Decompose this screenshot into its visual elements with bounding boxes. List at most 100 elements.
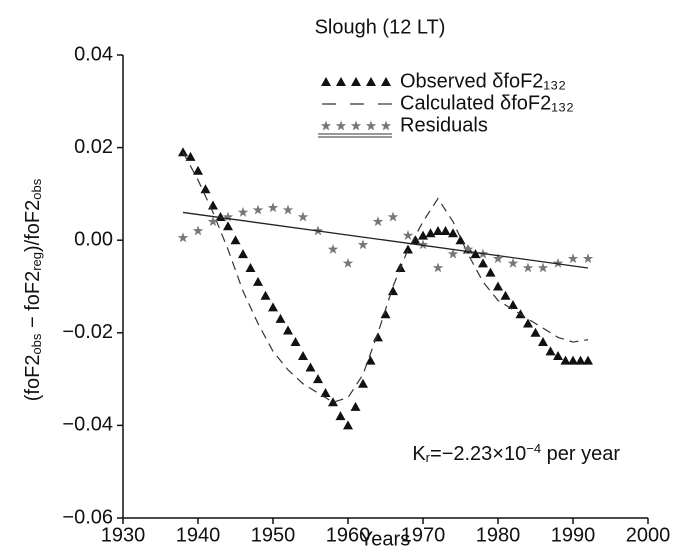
y-tick-label: 0.02: [74, 136, 113, 158]
x-tick-label: 1960: [326, 524, 371, 546]
data-point: [508, 300, 518, 310]
data-point: [343, 420, 353, 430]
data-point: [178, 147, 188, 157]
data-point: [253, 276, 263, 286]
legend-label: Calculated δfoF2₁₃₂: [400, 92, 574, 114]
data-point: [373, 332, 383, 342]
x-tick-label: 1990: [551, 524, 596, 546]
data-point: [448, 228, 458, 238]
data-point: [305, 362, 316, 372]
data-point: [252, 204, 264, 215]
data-point: [208, 200, 218, 210]
data-point: [538, 337, 548, 347]
data-point: [568, 355, 578, 365]
data-point: [358, 378, 368, 388]
y-tick-label: −0.02: [62, 321, 113, 343]
data-point: [282, 204, 294, 215]
data-point: [290, 337, 301, 347]
y-axis-label: (foF2obs − foF2reg)/foF2obs: [22, 178, 44, 401]
data-point: [492, 253, 504, 264]
data-point: [335, 411, 346, 421]
legend-swatch: [321, 77, 331, 86]
legend-swatch: [381, 77, 391, 86]
data-point: [327, 243, 339, 254]
text-part: )/foF2: [22, 200, 44, 252]
text-part: reg: [29, 252, 44, 271]
data-point: [260, 290, 271, 300]
x-axis-label: Years: [360, 528, 410, 550]
x-tick-label: 1970: [401, 524, 446, 546]
data-point: [455, 235, 466, 245]
data-point: [298, 350, 308, 360]
legend-swatch: [380, 120, 392, 131]
data-point: [462, 243, 474, 254]
text-part: =−2.23×10: [430, 443, 526, 465]
text-part: K: [412, 443, 426, 465]
y-tick-label: −0.04: [62, 414, 113, 436]
data-point: [193, 165, 203, 175]
data-point: [417, 239, 429, 250]
legend-swatch: [350, 120, 362, 131]
x-tick-label: 2000: [626, 524, 671, 546]
data-point: [523, 318, 533, 328]
text-part: (foF2: [22, 355, 44, 402]
x-tick-label: 1980: [476, 524, 521, 546]
data-point: [582, 253, 594, 264]
data-point: [507, 257, 519, 268]
data-point: [425, 228, 436, 238]
data-point: [433, 225, 443, 235]
data-point: [500, 290, 511, 300]
legend-swatch: [366, 77, 376, 86]
data-point: [537, 262, 549, 273]
data-point: [470, 249, 481, 259]
data-point: [440, 225, 451, 235]
data-point: [545, 346, 556, 356]
data-point: [553, 350, 563, 360]
y-tick-label: 0.04: [74, 43, 113, 65]
data-point: [372, 216, 384, 227]
text-part: obs: [29, 333, 44, 354]
y-tick-label: 0.00: [74, 228, 113, 250]
data-point: [410, 235, 421, 245]
legend-swatch: [320, 120, 332, 131]
data-point: [350, 401, 361, 411]
data-point: [380, 309, 391, 319]
data-point: [200, 184, 211, 194]
data-point: [275, 313, 286, 323]
data-point: [357, 239, 369, 250]
data-point: [223, 221, 233, 231]
legend-swatch: [336, 77, 346, 86]
data-point: [237, 206, 249, 217]
data-point: [267, 202, 279, 213]
text-part: per year: [541, 443, 620, 465]
data-point: [192, 225, 204, 236]
text-part: obs: [29, 178, 44, 199]
legend-swatch: [335, 120, 347, 131]
data-point: [238, 249, 248, 259]
y-tick-label: −0.06: [62, 506, 113, 528]
data-point: [418, 230, 428, 240]
data-point: [222, 211, 234, 222]
legend-swatch: [365, 120, 377, 131]
series-line: [182, 151, 589, 403]
data-point: [402, 230, 414, 241]
data-point: [493, 281, 503, 291]
data-point: [567, 253, 579, 264]
data-point: [328, 397, 338, 407]
text-part: − foF2: [22, 271, 44, 334]
legend-swatch: [351, 77, 361, 86]
data-point: [575, 355, 586, 365]
data-point: [283, 325, 293, 335]
trend-line: [182, 211, 589, 269]
data-point: [320, 387, 331, 397]
data-point: [230, 235, 241, 245]
data-point: [387, 211, 399, 222]
data-point: [522, 262, 534, 273]
data-point: [530, 327, 541, 337]
x-tick-label: 1930: [101, 524, 146, 546]
chart-title: Slough (12 LT): [315, 16, 446, 38]
data-point: [268, 302, 278, 312]
data-point: [583, 355, 593, 365]
data-point: [560, 355, 571, 365]
data-point: [403, 244, 413, 254]
